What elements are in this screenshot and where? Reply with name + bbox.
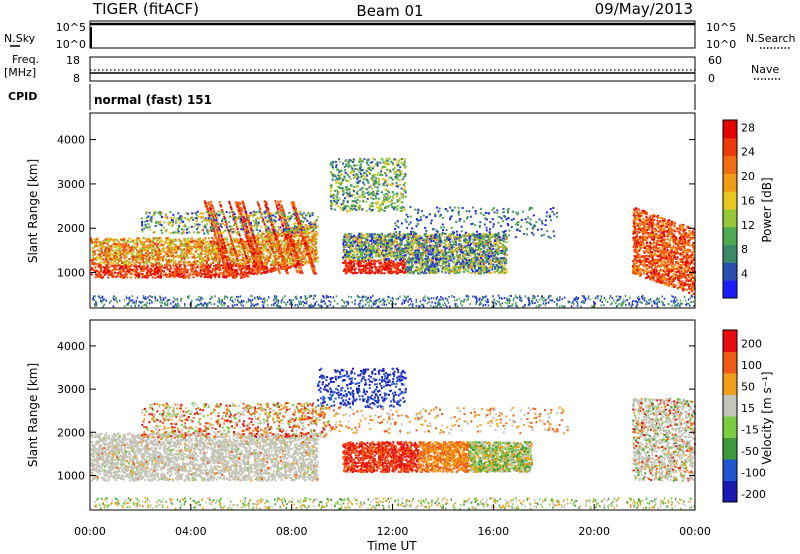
velocity-data [90,367,696,510]
nave-tick-top: 60 [708,54,722,67]
power-ylabel: Slant Range [km] [26,159,40,263]
cpid-panel: CPID normal (fast) 151 [8,84,696,110]
nave-label: Nave [751,63,779,76]
velocity-colorbar: 200 100 50 15 -15 -50 -100 -200 [722,329,766,503]
velocity-cbar-tick-2: 50 [741,381,755,394]
power-panel: 1000 2000 3000 4000 Slant Range [km] 4 8 12 16… [26,112,774,309]
date-title: 09/May/2013 [595,0,693,18]
nsky-label: N.Sky [4,32,36,45]
power-ytick-0: 1000 [57,267,85,280]
nave-tick-bottom: 0 [708,72,715,85]
power-colorbar-swatch-1 [723,262,737,281]
velocity-colorbar-swatch-2 [723,437,737,460]
power-colorbar-swatch-9 [723,120,737,139]
freq-unit-label: [MHz] [4,66,36,79]
velocity-xtick-3: 12:00 [377,525,409,538]
power-cbar-tick-5: 24 [741,146,755,159]
nsky-tick-top: 10^5 [56,21,86,34]
power-ytick-1: 2000 [57,222,85,235]
velocity-colorbar-swatch-3 [723,416,737,438]
nsearch-label: N.Search [746,32,796,45]
velocity-cbar-tick-5: -50 [741,445,759,458]
velocity-xlabel: Time UT [366,539,417,553]
power-colorbar-swatch-8 [723,137,737,157]
velocity-ytick-3: 4000 [57,340,85,353]
sky-search-panel: N.Sky 10^5 10^0 10^5 10^0 N.Search [4,20,796,51]
station-title: TIGER (fitACF) [92,0,199,18]
velocity-ylabel: Slant Range [km] [26,363,40,467]
freq-label: Freq. [12,53,39,66]
power-ytick-2: 3000 [57,178,85,191]
velocity-cbar-tick-3: 15 [741,402,755,415]
velocity-colorbar-swatch-5 [723,373,737,395]
power-colorbar-swatch-5 [723,191,737,210]
power-colorbar-label: Power [dB] [760,177,774,242]
power-cbar-tick-3: 16 [741,194,755,207]
velocity-yticks: 1000 2000 3000 4000 [57,340,695,482]
cpid-label: CPID [8,90,37,103]
velocity-xtick-6: 00:00 [679,525,711,538]
power-cbar-tick-4: 20 [741,170,755,183]
nsky-tick-bottom: 10^0 [56,38,86,51]
velocity-ytick-1: 2000 [57,426,85,439]
power-colorbar: 4 8 12 16 20 24 28 [722,119,755,299]
velocity-colorbar-swatch-4 [723,394,737,417]
power-colorbar-swatch-4 [723,209,737,228]
velocity-xtick-2: 08:00 [276,525,308,538]
velocity-cbar-tick-0: 200 [741,338,762,351]
power-colorbar-swatch-7 [723,155,737,174]
beam-title: Beam 01 [356,2,423,20]
velocity-xtick-1: 04:00 [175,525,207,538]
power-colorbar-swatch-6 [723,173,737,192]
power-colorbar-swatch-2 [723,244,737,263]
power-cbar-tick-6: 28 [741,121,755,134]
velocity-cbar-tick-7: -200 [741,488,766,501]
velocity-xtick-5: 20:00 [578,525,610,538]
power-cbar-tick-0: 4 [741,268,748,281]
power-data [90,157,696,308]
power-colorbar-swatch-0 [723,280,737,299]
velocity-colorbar-swatch-6 [723,351,737,374]
velocity-colorbar-swatch-0 [723,480,737,503]
velocity-ytick-2: 3000 [57,383,85,396]
velocity-cbar-tick-4: -15 [741,424,759,437]
power-ytick-3: 4000 [57,134,85,147]
velocity-colorbar-label: Velocity [m s⁻¹] [760,371,774,464]
freq-tick-bottom: 8 [73,72,80,85]
power-yticks: 1000 2000 3000 4000 [57,134,695,280]
nsearch-tick-bottom: 10^0 [706,38,736,51]
nsearch-tick-top: 10^5 [706,21,736,34]
velocity-ytick-0: 1000 [57,469,85,482]
velocity-xticks: 00:00 04:00 08:00 12:00 16:00 20:00 00:00 [74,302,711,538]
velocity-xtick-4: 16:00 [477,525,509,538]
velocity-cbar-tick-1: 100 [741,359,762,372]
velocity-colorbar-swatch-7 [723,330,737,352]
freq-tick-top: 18 [66,54,80,67]
cpid-text: normal (fast) 151 [94,93,212,107]
power-cbar-tick-2: 12 [741,219,755,232]
velocity-panel: 1000 2000 3000 4000 00:00 04:00 08:00 12:00 16:… [26,302,774,553]
power-colorbar-swatch-3 [723,226,737,246]
velocity-xtick-0: 00:00 [74,525,106,538]
power-cbar-tick-1: 8 [741,243,748,256]
velocity-cbar-tick-6: -100 [741,467,766,480]
velocity-colorbar-swatch-1 [723,459,737,481]
freq-nave-panel: Freq. [MHz] 18 8 60 0 Nave [4,53,782,85]
